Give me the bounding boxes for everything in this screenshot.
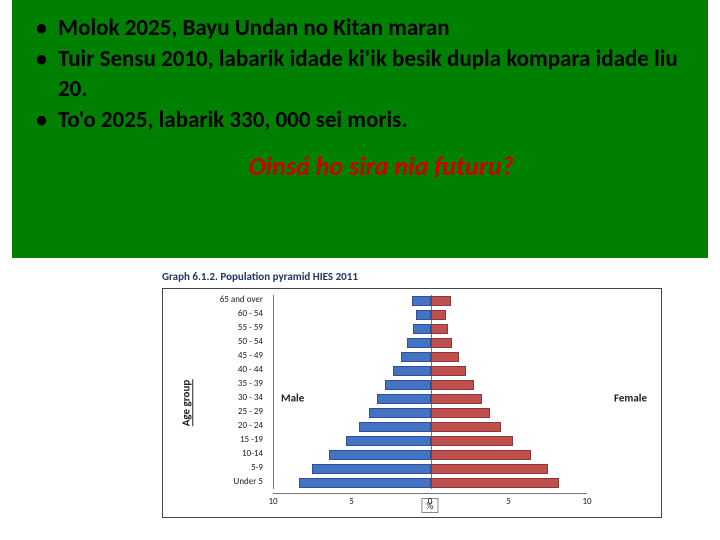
category-label: 15 -19 (203, 435, 263, 447)
female-bar (431, 352, 459, 362)
male-bar (329, 450, 431, 460)
bar-row (274, 449, 587, 461)
male-bar (377, 394, 430, 404)
bar-row (274, 421, 587, 433)
male-bar (416, 310, 430, 320)
bar-row (274, 477, 587, 489)
male-bar (369, 408, 430, 418)
category-label: 30 - 34 (203, 393, 263, 405)
female-bar (431, 422, 501, 432)
slide: Molok 2025, Bayu Undan no Kitan maran Tu… (0, 0, 720, 540)
bar-row (274, 365, 587, 377)
bullet-item: Molok 2025, Bayu Undan no Kitan maran (34, 14, 688, 43)
category-label: 20 - 24 (203, 421, 263, 433)
bar-row (274, 435, 587, 447)
male-bar (312, 464, 431, 474)
category-label: 45 - 49 (203, 351, 263, 363)
male-bar (407, 338, 430, 348)
bar-row (274, 463, 587, 475)
x-tick: 5 (349, 496, 354, 507)
x-tick: 10 (268, 496, 277, 507)
female-bar (431, 324, 448, 334)
category-label: 60 - 54 (203, 309, 263, 321)
female-bar (431, 380, 475, 390)
bars-container (274, 295, 587, 489)
male-bar (413, 324, 430, 334)
bar-row (274, 323, 587, 335)
female-label: Female (614, 392, 647, 405)
male-bar (385, 380, 430, 390)
male-bar (299, 478, 430, 488)
chart-title: Graph 6.1.2. Population pyramid HIES 201… (150, 266, 670, 289)
y-axis-label: Age group (179, 380, 193, 427)
category-label: 40 - 44 (203, 365, 263, 377)
female-bar (431, 436, 514, 446)
category-label: 65 and over (203, 295, 263, 307)
bar-row (274, 393, 587, 405)
female-bar (431, 394, 483, 404)
male-bar (412, 296, 431, 306)
female-bar (431, 296, 451, 306)
x-tick: 5 (506, 496, 511, 507)
female-bar (431, 366, 467, 376)
y-axis-categories: 65 and over 60 - 54 55 - 59 50 - 54 45 - 49 4… (203, 295, 263, 489)
x-tick: 10 (582, 496, 591, 507)
bullet-item: Tuir Sensu 2010, labarik idade ki'ik bes… (34, 45, 688, 104)
category-label: 25 - 29 (203, 407, 263, 419)
x-axis: % 1050510 (273, 493, 587, 511)
bullet-panel: Molok 2025, Bayu Undan no Kitan maran Tu… (12, 0, 708, 258)
female-bar (431, 310, 447, 320)
category-label: Under 5 (203, 477, 263, 489)
female-bar (431, 408, 490, 418)
male-label: Male (281, 392, 304, 405)
male-bar (393, 366, 431, 376)
female-bar (431, 450, 531, 460)
bar-row (274, 351, 587, 363)
bar-row (274, 379, 587, 391)
category-label: 35 - 39 (203, 379, 263, 391)
female-bar (431, 338, 453, 348)
category-label: 55 - 59 (203, 323, 263, 335)
pyramid-chart: Graph 6.1.2. Population pyramid HIES 201… (150, 266, 670, 530)
category-label: 5-9 (203, 463, 263, 475)
bullet-item: To'o 2025, labarik 330, 000 sei moris. (34, 106, 688, 135)
bullet-list: Molok 2025, Bayu Undan no Kitan maran Tu… (34, 14, 688, 136)
bar-row (274, 337, 587, 349)
question-text: Oinsá ho sira nia futuru? (34, 150, 688, 182)
x-tick: 0 (428, 496, 433, 507)
category-label: 10-14 (203, 449, 263, 461)
female-bar (431, 478, 559, 488)
plot-area (273, 295, 587, 489)
bar-row (274, 309, 587, 321)
bar-row (274, 295, 587, 307)
female-bar (431, 464, 548, 474)
chart-frame: Age group 65 and over 60 - 54 55 - 59 50 - … (162, 288, 662, 518)
male-bar (346, 436, 431, 446)
category-label: 50 - 54 (203, 337, 263, 349)
male-bar (401, 352, 431, 362)
male-bar (359, 422, 431, 432)
bar-row (274, 407, 587, 419)
